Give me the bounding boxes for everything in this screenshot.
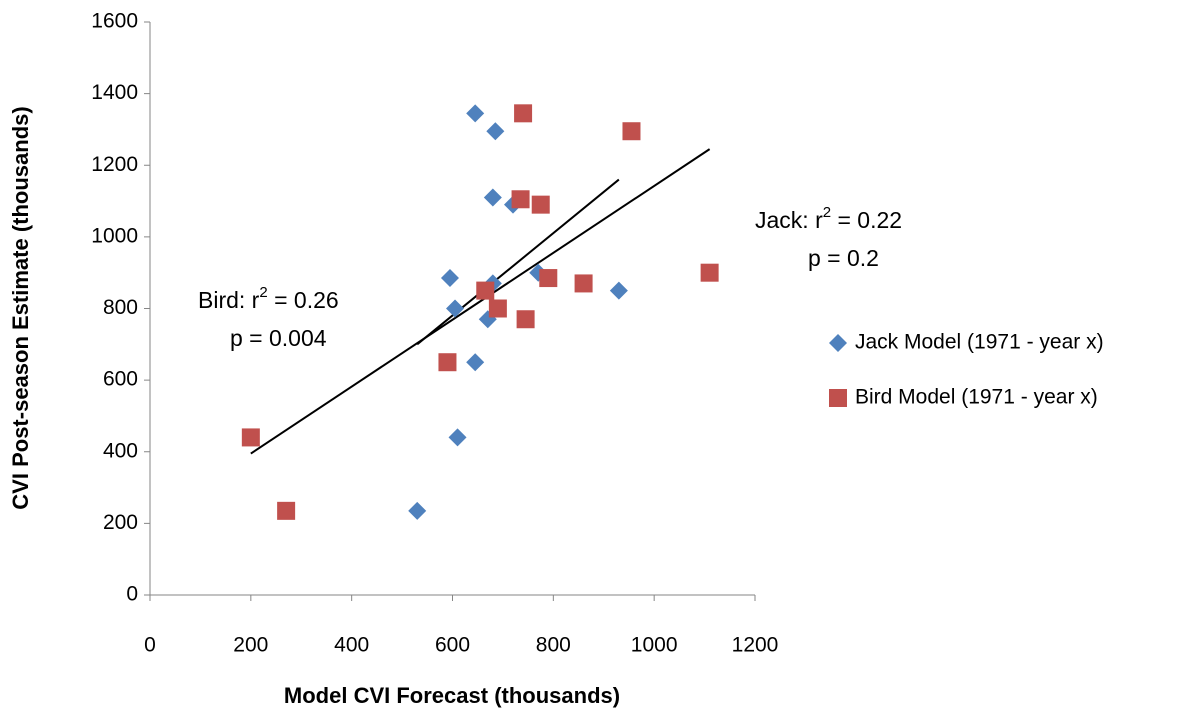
x-tick-label: 400 — [334, 634, 369, 657]
diamond-marker — [829, 334, 847, 352]
y-tick-label: 1200 — [91, 153, 138, 176]
square-marker — [514, 104, 533, 123]
y-tick-label: 200 — [103, 511, 138, 534]
square-marker — [829, 389, 847, 407]
annotation-superscript: 2 — [823, 204, 831, 221]
diamond-marker — [466, 104, 485, 123]
diamond-marker — [440, 269, 459, 288]
trend-line — [250, 148, 711, 455]
square-marker — [531, 195, 550, 214]
diamond-marker — [466, 353, 485, 372]
annotation-superscript: 2 — [259, 284, 267, 301]
diamond-marker — [448, 428, 467, 447]
annotation-text: = 0.26 — [268, 287, 339, 313]
diamond-marker — [609, 281, 628, 300]
square-marker — [622, 122, 641, 141]
square-marker — [574, 274, 593, 293]
square-marker — [241, 428, 260, 447]
y-tick-label: 800 — [103, 296, 138, 319]
y-tick-label: 1600 — [91, 10, 138, 33]
diamond-marker — [483, 188, 502, 207]
square-marker — [516, 310, 535, 329]
diamond-marker — [408, 501, 427, 520]
annotation: Jack: r2 = 0.22 — [755, 204, 902, 233]
y-tick-label: 0 — [126, 583, 138, 606]
x-tick-label: 600 — [435, 634, 470, 657]
annotation-text: = 0.22 — [831, 207, 902, 233]
x-tick-label: 200 — [233, 634, 268, 657]
legend-label: Jack Model (1971 - year x) — [855, 331, 1104, 354]
diamond-marker — [486, 122, 505, 141]
annotation: p = 0.004 — [230, 325, 327, 351]
y-tick-label: 1400 — [91, 81, 138, 104]
x-axis-title: Model CVI Forecast (thousands) — [284, 683, 620, 708]
x-tick-label: 0 — [144, 634, 156, 657]
y-tick-label: 600 — [103, 368, 138, 391]
y-tick-label: 1000 — [91, 224, 138, 247]
y-tick-label: 400 — [103, 439, 138, 462]
x-tick-label: 1000 — [631, 634, 678, 657]
square-marker — [488, 299, 507, 318]
square-marker — [539, 269, 558, 288]
diamond-marker — [446, 299, 465, 318]
square-marker — [438, 353, 457, 372]
x-tick-label: 1200 — [732, 634, 779, 657]
square-marker — [277, 501, 296, 520]
annotation-text: Bird: r — [198, 287, 260, 313]
square-marker — [700, 263, 719, 282]
annotation: Bird: r2 = 0.26 — [198, 284, 339, 313]
square-marker — [511, 190, 530, 209]
trend-line — [416, 178, 620, 346]
x-tick-label: 800 — [536, 634, 571, 657]
y-axis-title: CVI Post-season Estimate (thousands) — [8, 106, 33, 509]
legend-label: Bird Model (1971 - year x) — [855, 386, 1098, 409]
annotation: p = 0.2 — [808, 245, 879, 271]
annotation-text: Jack: r — [755, 207, 823, 233]
square-marker — [476, 281, 495, 300]
